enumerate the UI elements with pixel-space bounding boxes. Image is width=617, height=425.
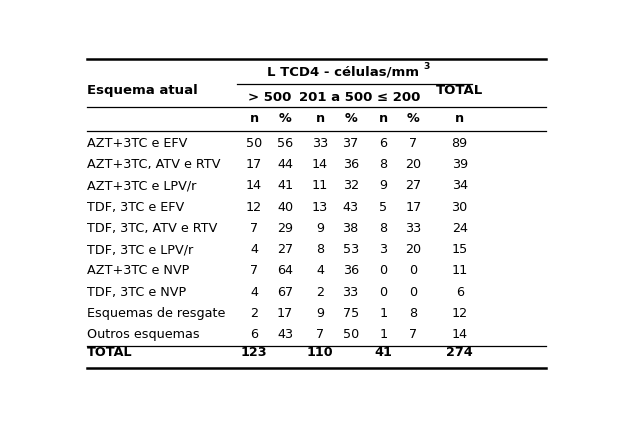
Text: TDF, 3TC e NVP: TDF, 3TC e NVP	[86, 286, 186, 299]
Text: 14: 14	[246, 179, 262, 193]
Text: 3: 3	[423, 62, 429, 71]
Text: 53: 53	[342, 243, 358, 256]
Text: TOTAL: TOTAL	[86, 346, 132, 359]
Text: 123: 123	[241, 346, 267, 359]
Text: 0: 0	[379, 264, 387, 278]
Text: 4: 4	[250, 243, 258, 256]
Text: 75: 75	[342, 307, 358, 320]
Text: n: n	[249, 112, 259, 125]
Text: 0: 0	[409, 264, 417, 278]
Text: 33: 33	[342, 286, 358, 299]
Text: 32: 32	[342, 179, 358, 193]
Text: 17: 17	[277, 307, 293, 320]
Text: 9: 9	[316, 307, 324, 320]
Text: 30: 30	[452, 201, 468, 214]
Text: 56: 56	[277, 137, 293, 150]
Text: 37: 37	[342, 137, 358, 150]
Text: 15: 15	[452, 243, 468, 256]
Text: Outros esquemas: Outros esquemas	[86, 328, 199, 341]
Text: AZT+3TC, ATV e RTV: AZT+3TC, ATV e RTV	[86, 158, 220, 171]
Text: 89: 89	[452, 137, 468, 150]
Text: n: n	[379, 112, 387, 125]
Text: 0: 0	[379, 286, 387, 299]
Text: 14: 14	[452, 328, 468, 341]
Text: 8: 8	[409, 307, 417, 320]
Text: Esquemas de resgate: Esquemas de resgate	[86, 307, 225, 320]
Text: 20: 20	[405, 243, 421, 256]
Text: 1: 1	[379, 307, 387, 320]
Text: %: %	[407, 112, 420, 125]
Text: 41: 41	[277, 179, 293, 193]
Text: TDF, 3TC e LPV/r: TDF, 3TC e LPV/r	[86, 243, 193, 256]
Text: 36: 36	[342, 158, 358, 171]
Text: 8: 8	[379, 158, 387, 171]
Text: Esquema atual: Esquema atual	[86, 85, 197, 97]
Text: 9: 9	[379, 179, 387, 193]
Text: 9: 9	[316, 222, 324, 235]
Text: %: %	[279, 112, 291, 125]
Text: 50: 50	[246, 137, 262, 150]
Text: 8: 8	[316, 243, 324, 256]
Text: 6: 6	[456, 286, 463, 299]
Text: 7: 7	[409, 137, 417, 150]
Text: 12: 12	[246, 201, 262, 214]
Text: n: n	[455, 112, 464, 125]
Text: %: %	[344, 112, 357, 125]
Text: 13: 13	[312, 201, 328, 214]
Text: 3: 3	[379, 243, 387, 256]
Text: 8: 8	[379, 222, 387, 235]
Text: 274: 274	[446, 346, 473, 359]
Text: 6: 6	[250, 328, 258, 341]
Text: 27: 27	[277, 243, 293, 256]
Text: 7: 7	[409, 328, 417, 341]
Text: 12: 12	[452, 307, 468, 320]
Text: 11: 11	[452, 264, 468, 278]
Text: 39: 39	[452, 158, 468, 171]
Text: 2: 2	[316, 286, 324, 299]
Text: 50: 50	[342, 328, 358, 341]
Text: 6: 6	[379, 137, 387, 150]
Text: 67: 67	[277, 286, 293, 299]
Text: 64: 64	[277, 264, 293, 278]
Text: 0: 0	[409, 286, 417, 299]
Text: 17: 17	[246, 158, 262, 171]
Text: 7: 7	[316, 328, 324, 341]
Text: TDF, 3TC, ATV e RTV: TDF, 3TC, ATV e RTV	[86, 222, 217, 235]
Text: 4: 4	[250, 286, 258, 299]
Text: 7: 7	[250, 222, 258, 235]
Text: 20: 20	[405, 158, 421, 171]
Text: 44: 44	[277, 158, 293, 171]
Text: 7: 7	[250, 264, 258, 278]
Text: 2: 2	[250, 307, 258, 320]
Text: 29: 29	[277, 222, 293, 235]
Text: AZT+3TC e LPV/r: AZT+3TC e LPV/r	[86, 179, 196, 193]
Text: 40: 40	[277, 201, 293, 214]
Text: L TCD4 - células/mm: L TCD4 - células/mm	[268, 66, 420, 79]
Text: 33: 33	[312, 137, 328, 150]
Text: 38: 38	[342, 222, 358, 235]
Text: 5: 5	[379, 201, 387, 214]
Text: 34: 34	[452, 179, 468, 193]
Text: ≤ 200: ≤ 200	[377, 91, 420, 104]
Text: AZT+3TC e NVP: AZT+3TC e NVP	[86, 264, 189, 278]
Text: 41: 41	[375, 346, 392, 359]
Text: 17: 17	[405, 201, 421, 214]
Text: TOTAL: TOTAL	[436, 85, 483, 97]
Text: 27: 27	[405, 179, 421, 193]
Text: TDF, 3TC e EFV: TDF, 3TC e EFV	[86, 201, 184, 214]
Text: 201 a 500: 201 a 500	[299, 91, 372, 104]
Text: 4: 4	[316, 264, 324, 278]
Text: 43: 43	[277, 328, 293, 341]
Text: 110: 110	[307, 346, 333, 359]
Text: 36: 36	[342, 264, 358, 278]
Text: 33: 33	[405, 222, 421, 235]
Text: 11: 11	[312, 179, 328, 193]
Text: 24: 24	[452, 222, 468, 235]
Text: > 500: > 500	[247, 91, 291, 104]
Text: 43: 43	[342, 201, 358, 214]
Text: AZT+3TC e EFV: AZT+3TC e EFV	[86, 137, 187, 150]
Text: n: n	[315, 112, 325, 125]
Text: 1: 1	[379, 328, 387, 341]
Text: 14: 14	[312, 158, 328, 171]
